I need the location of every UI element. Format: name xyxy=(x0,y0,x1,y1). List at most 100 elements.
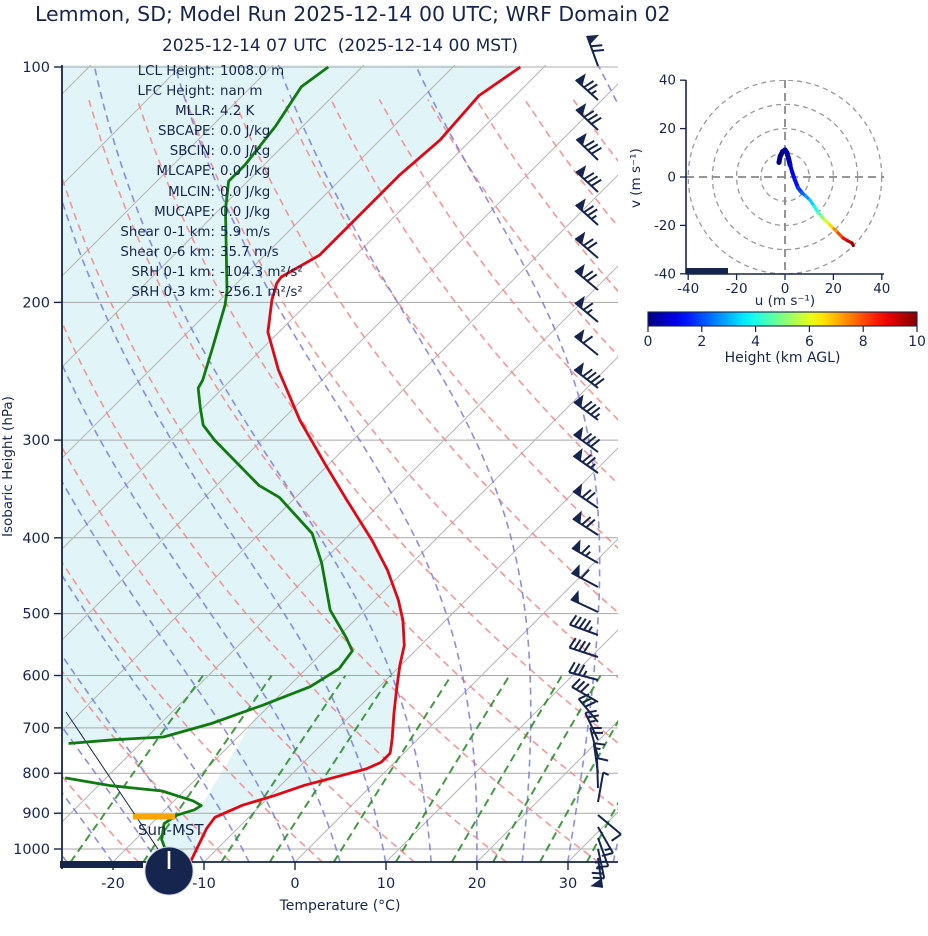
barb-full xyxy=(577,664,586,676)
wind-barb-icon xyxy=(572,510,599,536)
sun-indicator-line xyxy=(65,711,168,862)
barb-half xyxy=(585,551,591,557)
wind-barb-icon xyxy=(571,539,599,564)
barb-flag xyxy=(576,103,587,116)
stat-row: SRH 0-1 km: -104.3 m²/s² xyxy=(60,263,303,283)
barb-full xyxy=(582,302,594,311)
dry-adiabat-line xyxy=(622,99,928,862)
barb-shaft xyxy=(597,857,604,888)
stat-label: SRH 0-3 km: xyxy=(131,285,215,301)
barb-full xyxy=(582,335,594,344)
hodo-y-tick-label: 20 xyxy=(659,121,676,137)
barb-full xyxy=(578,640,587,652)
barb-flag xyxy=(574,362,584,376)
dry-layer-wedge xyxy=(62,705,263,862)
barb-shaft xyxy=(584,712,599,741)
dry-adiabat-line xyxy=(62,560,324,862)
barb-full xyxy=(583,238,594,247)
hodo-x-tick-label: -40 xyxy=(677,281,699,297)
hodo-y-tick-label: 0 xyxy=(667,170,676,186)
barb-full xyxy=(590,44,603,48)
barb-half xyxy=(590,214,597,220)
barb-full xyxy=(590,374,601,384)
stat-value: 0.0 J/kg xyxy=(220,124,271,140)
wind-barb-column xyxy=(568,34,622,888)
barb-flag xyxy=(575,295,585,309)
isotherm-line xyxy=(62,65,274,277)
stat-value: -104.3 m²/s² xyxy=(220,264,303,280)
wind-barb-icon xyxy=(590,857,604,888)
stat-row: MUCAPE: 0.0 J/kg xyxy=(60,203,303,223)
barb-shaft xyxy=(597,837,610,867)
dry-adiabat-line xyxy=(87,99,618,811)
stat-row: Shear 0-6 km: 35.7 m/s xyxy=(60,243,303,263)
wind-barb-icon xyxy=(568,614,599,636)
barb-flag xyxy=(572,510,582,524)
stat-row: MLCIN: 0.0 J/kg xyxy=(60,183,303,203)
barb-full xyxy=(573,639,582,650)
mixing-ratio-line xyxy=(332,674,453,862)
y-tick-label: 800 xyxy=(22,766,50,782)
barb-full xyxy=(586,241,598,250)
moist-adiabat-line xyxy=(62,654,205,862)
isotherm-line xyxy=(203,447,618,862)
temperature-curve xyxy=(189,65,522,862)
barb-full xyxy=(573,616,582,628)
x-tick-label: 10 xyxy=(377,876,395,892)
barb-full xyxy=(581,453,592,463)
barb-flag xyxy=(574,394,584,408)
mixing-ratio-line xyxy=(585,801,618,862)
dry-adiabat-line xyxy=(136,99,618,744)
barb-full xyxy=(584,700,596,708)
hodograph-panel: -40 -20 0 20 40 -40 -20 0 20 40 xyxy=(654,73,890,297)
y-tick-label: 1000 xyxy=(13,842,50,858)
barb-full xyxy=(590,438,601,448)
hodo-y-tick-label: -40 xyxy=(654,266,676,282)
stat-value: 0.0 J/kg xyxy=(220,144,271,160)
colorbar-tick-label: 0 xyxy=(644,334,653,350)
stat-label: MUCAPE: xyxy=(154,204,215,220)
barb-full xyxy=(592,48,605,52)
mixing-ratio-line xyxy=(394,674,511,862)
night-span-bar xyxy=(60,861,143,868)
barb-half xyxy=(594,413,601,419)
barb-full xyxy=(583,110,595,118)
stat-row: MLLR: 4.2 K xyxy=(60,102,303,122)
barb-full xyxy=(585,491,596,501)
barb-flag xyxy=(575,231,586,245)
barb-shaft xyxy=(575,170,599,193)
barb-full xyxy=(580,568,590,579)
y-tick-label: 700 xyxy=(22,721,50,737)
dry-adiabat-line xyxy=(378,99,618,421)
barb-full xyxy=(582,368,593,378)
colorbar: 0 2 4 6 8 10 xyxy=(644,311,926,350)
barb-shaft xyxy=(575,138,599,161)
hodo-x-tick-label: -20 xyxy=(726,281,748,297)
stat-label: SBCAPE: xyxy=(157,124,215,140)
barb-full xyxy=(580,544,591,555)
sun-clock-marker xyxy=(144,846,194,896)
barb-shaft xyxy=(597,772,605,803)
barb-shaft xyxy=(574,301,599,323)
barb-full xyxy=(586,435,597,445)
mixing-ratio-line xyxy=(142,674,273,862)
moist-adiabat-line xyxy=(659,53,809,862)
wind-barb-icon xyxy=(575,132,602,161)
barb-full xyxy=(592,876,605,880)
wind-barb-icon xyxy=(571,564,599,588)
barb-half xyxy=(604,847,611,852)
dry-adiabat-line xyxy=(184,99,618,679)
hodograph-trace-segment xyxy=(850,241,855,248)
barb-full xyxy=(591,871,604,875)
wind-barb-icon xyxy=(574,231,599,259)
wind-barb-icon xyxy=(571,678,599,703)
barb-shaft xyxy=(574,335,599,356)
barb-full xyxy=(581,489,592,499)
stat-label: MLLR: xyxy=(175,104,215,120)
figure-subtitle: 2025-12-14 07 UTC (2025-12-14 00 MST) xyxy=(161,36,519,56)
hodo-x-tick-label: 40 xyxy=(873,281,890,297)
barb-half xyxy=(594,747,601,750)
stat-row: SRH 0-3 km: -256.1 m²/s² xyxy=(60,283,302,303)
barb-full xyxy=(583,172,595,180)
